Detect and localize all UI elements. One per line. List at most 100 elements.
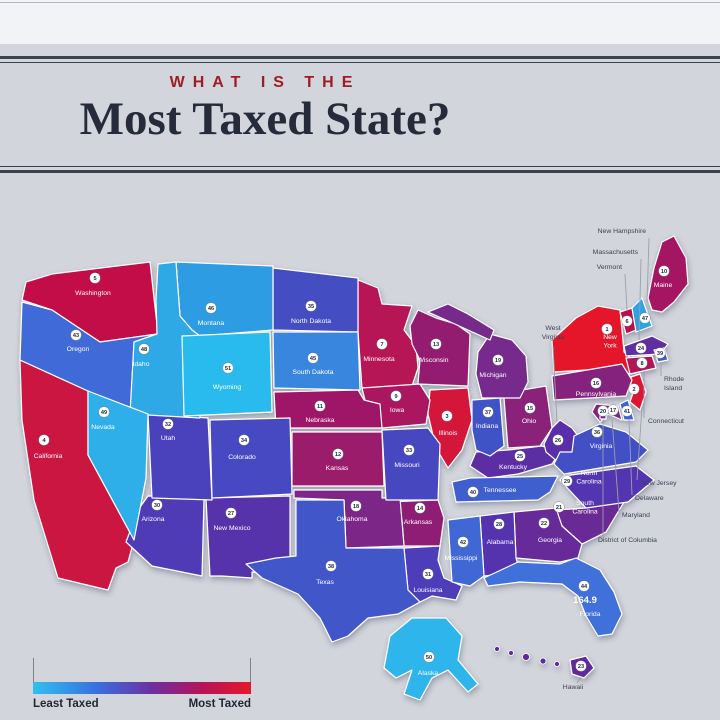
legend-least-label: Least Taxed [33, 698, 99, 710]
callout-label-NH: New Hampshire [598, 228, 647, 235]
callout-leader-VT [624, 273, 628, 311]
legend-most-label: Most Taxed [188, 698, 251, 710]
rank-number-FL: 44 [581, 584, 588, 590]
callout-leader-MA [638, 258, 642, 341]
rank-number-OR: 43 [73, 333, 79, 339]
state-label-WI: Wisconsin [418, 357, 449, 364]
rank-badge-KY [514, 450, 526, 462]
rank-badge-VA [591, 426, 603, 438]
rank-number-AR: 14 [417, 506, 424, 512]
rank-number-AZ: 30 [154, 503, 160, 509]
state-HI-island [522, 653, 530, 661]
callout-label-WV: West [545, 325, 560, 332]
rank-badge-MS [457, 536, 469, 548]
state-label-AK: Alaska [418, 670, 439, 677]
rank-badge-WV [552, 434, 564, 446]
rank-number-WY: 51 [225, 366, 231, 372]
state-label-SD: South Dakota [292, 369, 333, 376]
callout-label-HI: Hawaii [563, 684, 584, 691]
rank-badge-UT [162, 418, 174, 430]
rank-number-CT: 8 [640, 361, 643, 367]
rank-badge-KS [332, 448, 344, 460]
state-label-AZ: Arizona [141, 516, 164, 523]
rank-badge-SC [553, 501, 565, 513]
state-HI-island [508, 650, 514, 656]
rank-number-NH: 47 [642, 316, 648, 322]
state-label-OR: Oregon [67, 346, 90, 353]
state-MT [175, 261, 274, 337]
rank-number-IN: 37 [485, 410, 491, 416]
rank-badge-NC [561, 475, 573, 487]
state-label-OH: Ohio [522, 418, 537, 425]
state-label-SC: South [576, 500, 594, 507]
rank-badge-ID [138, 343, 150, 355]
state-label-ME: Maine [654, 282, 673, 289]
rank-number-MA: 24 [638, 346, 645, 352]
rank-number-MS: 42 [460, 540, 466, 546]
callout-label-RI: Rhode [664, 376, 684, 383]
state-label-MN: Minnesota [363, 356, 395, 363]
state-label-GA: Georgia [538, 537, 562, 544]
rank-number-DC: 20 [600, 409, 606, 415]
rank-number-ID: 48 [141, 347, 147, 353]
rank-badge-PA [590, 377, 602, 389]
rank-number-AK: 50 [426, 655, 432, 661]
rank-badge-WI [430, 338, 442, 350]
rank-badge-DC [597, 405, 609, 417]
state-label-NV: Nevada [91, 424, 115, 431]
rank-number-ME: 10 [661, 269, 667, 275]
rank-badge-TX [325, 560, 337, 572]
state-UT [147, 413, 213, 501]
rank-number-LA: 31 [425, 572, 431, 578]
state-HI-island [494, 646, 500, 652]
state-label-LA: Louisiana [413, 587, 442, 594]
rank-number-WI: 13 [433, 342, 439, 348]
title-kicker: WHAT IS THE [169, 74, 361, 91]
rank-badge-VT [621, 315, 633, 327]
state-label-UT: Utah [161, 435, 176, 442]
state-label-OK: Oklahoma [337, 516, 368, 523]
callout-label-VT: Vermont [597, 264, 622, 271]
state-OK [293, 489, 405, 549]
rank-number-VA: 36 [594, 430, 600, 436]
callout-label-MD: Maryland [622, 512, 650, 519]
rank-badge-NV [98, 406, 110, 418]
rank-number-NE: 11 [317, 404, 323, 410]
state-label-NY: York [603, 343, 617, 350]
rank-number-MD: 17 [610, 408, 616, 414]
rank-badge-OR [70, 329, 82, 341]
state-WI [409, 309, 471, 387]
rank-number-CO: 34 [241, 438, 248, 444]
rank-number-OK: 18 [353, 504, 359, 510]
state-HI-island [539, 657, 547, 665]
rank-badge-RI [654, 347, 666, 359]
state-label-IL: Illinois [439, 430, 458, 437]
rank-number-KS: 12 [335, 452, 341, 458]
state-label-ID: Idaho [132, 361, 149, 368]
top-hairline [0, 2, 720, 3]
rank-number-DE: 41 [624, 409, 630, 415]
rank-number-SC: 21 [556, 505, 562, 511]
state-WY [181, 331, 273, 417]
state-TN [451, 475, 559, 503]
rank-number-CA: 4 [42, 438, 46, 444]
callout-leader-NJ [636, 406, 643, 481]
state-label-WA: Washington [75, 290, 111, 297]
rank-number-VT: 6 [625, 319, 628, 325]
state-MS [447, 515, 485, 587]
rank-badge-NM [225, 507, 237, 519]
rank-badge-CA [38, 434, 50, 446]
state-label-KY: Kentucky [499, 464, 528, 471]
state-label-NC: Carolina [576, 479, 602, 486]
state-label-WY: Wyoming [213, 384, 241, 391]
rank-badge-TN [467, 486, 479, 498]
legend-gradient-bar [33, 682, 251, 694]
callout-label-DC: District of Columbia [598, 537, 657, 544]
state-label-TX: Texas [316, 579, 334, 586]
callout-label-WV: Virginia [542, 334, 565, 341]
rank-number-MI: 19 [495, 358, 501, 364]
rank-badge-IN [482, 406, 494, 418]
rank-number-TN: 40 [470, 490, 476, 496]
state-label-VA: Virginia [590, 443, 613, 450]
